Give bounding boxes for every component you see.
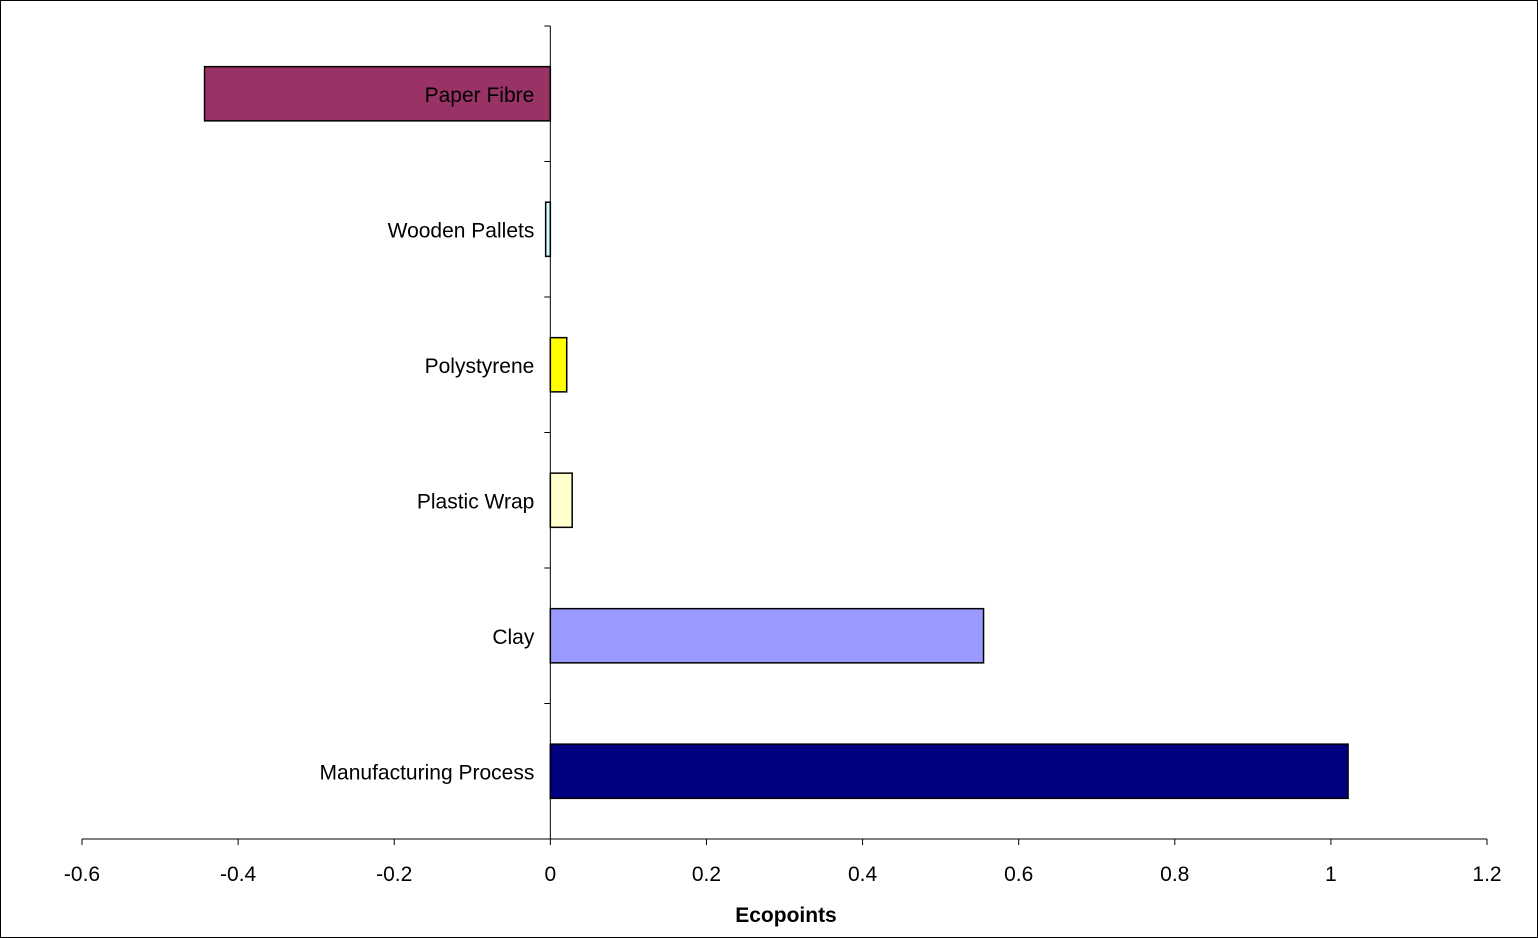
- labels-layer: Paper Fibre Wooden Pallets Polystyrene Plas…: [64, 84, 1502, 886]
- category-label: Clay: [492, 626, 535, 649]
- x-tick-label: -0.2: [376, 863, 412, 886]
- x-tick-label: 0: [544, 863, 556, 886]
- x-tick-label: 1.2: [1472, 863, 1501, 886]
- x-axis-title: Ecopoints: [735, 904, 837, 927]
- x-tick-label: 0.2: [692, 863, 721, 886]
- x-tick-label: -0.6: [64, 863, 100, 886]
- x-tick-label: 0.6: [1004, 863, 1033, 886]
- bar-clay: [549, 607, 985, 664]
- bar-polystyrene: [549, 336, 568, 393]
- bars-layer: [203, 65, 1349, 800]
- x-tick-label: 0.8: [1160, 863, 1189, 886]
- x-tick-label: 0.4: [848, 863, 878, 886]
- category-label: Wooden Pallets: [388, 219, 535, 242]
- bar-manufacturing-process: [549, 743, 1349, 800]
- category-label: Plastic Wrap: [417, 490, 534, 513]
- category-label: Paper Fibre: [425, 84, 535, 107]
- bar-paper-fibre: [203, 65, 552, 122]
- axes-layer: [81, 25, 1488, 845]
- bar-wooden-pallets: [544, 201, 552, 258]
- bar-plastic-wrap: [549, 472, 573, 529]
- category-label: Polystyrene: [425, 355, 535, 378]
- category-label: Manufacturing Process: [320, 761, 535, 784]
- x-tick-label: 1: [1325, 863, 1337, 886]
- x-tick-label: -0.4: [220, 863, 257, 886]
